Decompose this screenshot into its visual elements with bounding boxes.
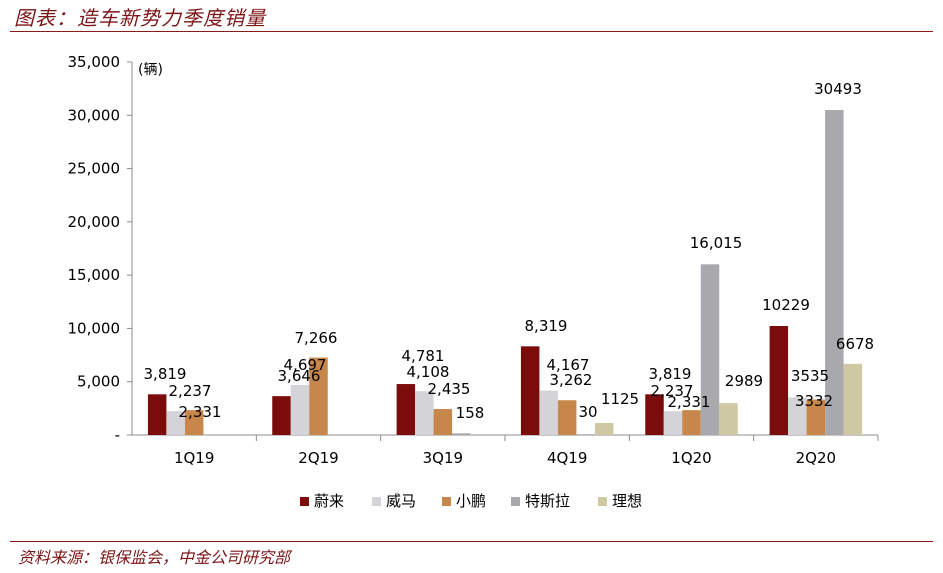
bar-2-3 (557, 400, 577, 435)
x-tick-label: 1Q19 (174, 449, 214, 467)
data-label-2-3: 3,262 (550, 371, 593, 389)
x-tick-label: 2Q20 (796, 449, 836, 467)
data-label-3-3: 30 (578, 403, 597, 421)
bar-1-1 (290, 384, 310, 435)
bar-0-3 (520, 346, 540, 435)
y-tick-label: 15,000 (68, 266, 121, 284)
data-label-2-4: 2,331 (668, 393, 711, 411)
bar-4-5 (843, 363, 863, 435)
footer-divider (10, 541, 933, 542)
header-divider (10, 31, 933, 32)
legend-label-3: 特斯拉 (525, 492, 570, 510)
data-label-4-5: 6678 (836, 335, 874, 353)
legend-label-2: 小鹏 (456, 492, 486, 510)
y-tick-label: 25,000 (68, 160, 121, 178)
bar-0-0 (147, 394, 167, 435)
data-label-0-4: 3,819 (649, 365, 692, 383)
bar-0-2 (396, 384, 416, 435)
data-label-0-2: 4,781 (402, 347, 445, 365)
data-label-1-2: 4,108 (407, 363, 450, 381)
legend-swatch-2 (442, 497, 451, 506)
data-label-3-2: 158 (456, 404, 485, 422)
bar-3-2 (452, 433, 471, 435)
data-label-0-1: 3,646 (278, 367, 321, 385)
data-label-1-0: 2,237 (169, 382, 212, 400)
data-label-4-4: 2989 (725, 372, 763, 390)
data-label-0-0: 3,819 (144, 365, 187, 383)
data-label-0-5: 10229 (762, 296, 810, 314)
x-tick-label: 1Q20 (671, 449, 711, 467)
data-label-2-1: 7,266 (295, 329, 338, 347)
data-label-0-3: 8,319 (525, 317, 568, 335)
bar-0-4 (645, 394, 664, 435)
bar-0-5 (769, 325, 789, 435)
legend-swatch-1 (372, 497, 381, 506)
y-tick-label: 20,000 (68, 213, 121, 231)
data-label-1-1: 4,697 (284, 356, 327, 374)
data-label-2-5: 3332 (795, 392, 833, 410)
y-tick-label: 30,000 (68, 106, 121, 124)
y-tick-label: 5,000 (77, 373, 120, 391)
page-title: 图表：造车新势力季度销量 (14, 6, 266, 30)
legend-label-1: 威马 (386, 492, 416, 510)
y-tick-label: - (115, 426, 120, 444)
bar-2-0 (184, 410, 204, 435)
data-label-2-2: 2,435 (428, 380, 471, 398)
bar-3-4 (700, 264, 720, 435)
data-label-2-0: 2,331 (179, 403, 222, 421)
bar-1-5 (788, 397, 807, 435)
legend-label-4: 理想 (612, 492, 642, 510)
y-unit-label: (辆) (138, 62, 163, 78)
bar-4-4 (719, 403, 738, 435)
source-note: 资料来源：银保监会，中金公司研究部 (18, 548, 291, 567)
bar-4-3 (594, 423, 614, 435)
bar-0-1 (272, 396, 291, 435)
bar-2-4 (682, 410, 701, 435)
data-label-1-4: 2,237 (651, 382, 694, 400)
data-label-1-3: 4,167 (547, 356, 590, 374)
bar-1-3 (539, 390, 558, 435)
bar-1-0 (166, 411, 185, 435)
bar-2-5 (806, 399, 826, 435)
data-label-3-4: 16,015 (690, 234, 743, 252)
x-tick-label: 4Q19 (547, 449, 587, 467)
y-tick-label: 10,000 (68, 319, 121, 337)
legend-label-0: 蔚来 (314, 492, 344, 510)
data-label-3-5: 30493 (814, 80, 862, 98)
bar-1-2 (415, 391, 434, 435)
bar-3-3 (576, 434, 595, 435)
legend-swatch-4 (598, 497, 607, 506)
y-tick-label: 35,000 (68, 53, 121, 71)
bar-2-2 (433, 409, 453, 435)
x-tick-label: 2Q19 (298, 449, 338, 467)
bar-3-5 (825, 110, 844, 436)
data-label-4-3: 1125 (601, 390, 639, 408)
x-tick-label: 3Q19 (423, 449, 463, 467)
legend-swatch-3 (511, 497, 520, 506)
bar-1-4 (663, 411, 683, 435)
legend-swatch-0 (300, 497, 309, 506)
data-label-1-5: 3535 (791, 367, 829, 385)
bar-2-1 (309, 357, 328, 435)
